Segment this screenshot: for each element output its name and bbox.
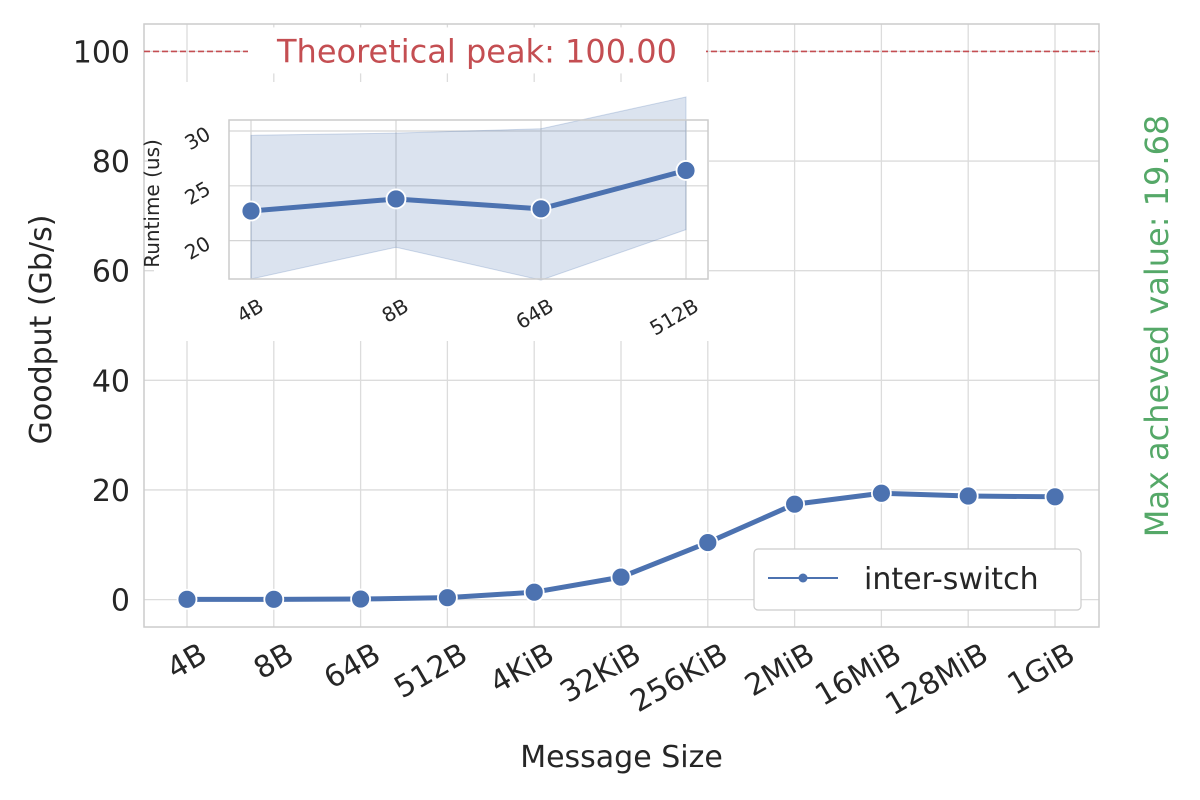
data-point bbox=[523, 581, 545, 603]
x-tick-label: 4B bbox=[161, 637, 213, 687]
main-y-tick-labels: 0 20 40 60 80 100 bbox=[73, 35, 130, 618]
y-tick-label: 20 bbox=[92, 474, 130, 509]
x-tick-label: 64B bbox=[318, 637, 386, 697]
x-tick-label: 4KiB bbox=[484, 637, 560, 701]
x-tick-label: 8B bbox=[248, 637, 300, 687]
legend-label: inter-switch bbox=[864, 562, 1039, 597]
data-point bbox=[350, 588, 372, 610]
data-point bbox=[1044, 486, 1066, 508]
inset-confidence-band bbox=[250, 96, 687, 281]
x-tick-label: 1GiB bbox=[1002, 637, 1081, 703]
data-point bbox=[610, 566, 632, 588]
data-point bbox=[697, 532, 719, 553]
data-point bbox=[263, 588, 285, 610]
inset-y-axis-title: Runtime (us) bbox=[140, 139, 164, 268]
data-point bbox=[784, 493, 805, 515]
y-tick-label: 60 bbox=[92, 255, 130, 290]
inset-series bbox=[240, 160, 697, 222]
y-axis-title: Goodput (Gb/s) bbox=[24, 215, 59, 445]
inset-series-line bbox=[248, 167, 689, 214]
inset-data-point bbox=[530, 198, 552, 220]
max-achieved-label: Max acheved value: 19.68 bbox=[1138, 115, 1176, 538]
y-tick-label: 0 bbox=[111, 584, 130, 619]
x-tick-label: 512B bbox=[388, 637, 473, 706]
data-point bbox=[871, 482, 892, 504]
y-tick-label: 40 bbox=[92, 364, 130, 399]
data-point bbox=[957, 485, 979, 507]
x-tick-label: 2MiB bbox=[739, 637, 820, 704]
theoretical-peak-label: Theoretical peak: 100.00 bbox=[276, 32, 677, 70]
inset-plot-frame bbox=[228, 119, 709, 280]
x-tick-label: 256KiB bbox=[625, 637, 734, 720]
main-plot-frame bbox=[143, 23, 1100, 628]
legend: inter-switch bbox=[753, 548, 1082, 611]
y-tick-label: 80 bbox=[92, 145, 130, 180]
main-series bbox=[176, 482, 1066, 610]
data-point bbox=[436, 587, 458, 609]
confidence-band bbox=[250, 96, 687, 281]
peak-label-background bbox=[248, 27, 706, 74]
inset-data-point bbox=[240, 200, 262, 222]
data-point bbox=[176, 588, 198, 610]
inset-data-point bbox=[675, 160, 697, 181]
legend-point-marker bbox=[798, 573, 808, 583]
legend-box bbox=[753, 548, 1082, 611]
x-axis-title: Message Size bbox=[520, 740, 723, 775]
inset-data-point bbox=[385, 188, 407, 210]
y-tick-label: 100 bbox=[73, 35, 130, 70]
